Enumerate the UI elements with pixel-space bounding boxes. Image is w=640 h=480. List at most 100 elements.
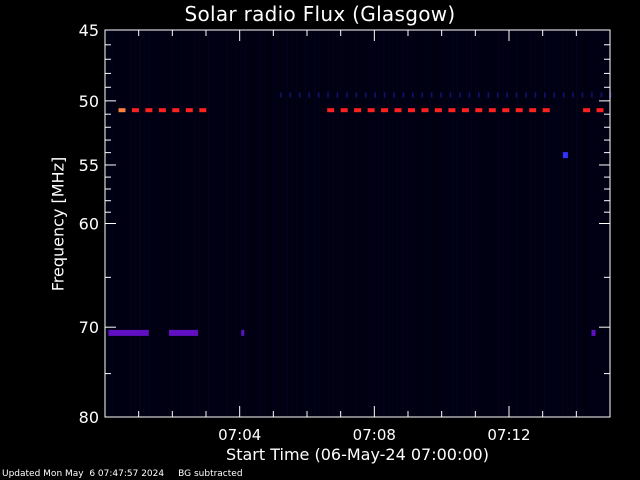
noise-column <box>585 31 587 416</box>
noise-column <box>134 31 137 416</box>
noise-column <box>452 31 454 416</box>
y-axis-ticks: 45 50 55 60 70 80 <box>79 21 610 427</box>
noise-column <box>139 31 141 416</box>
noise-column <box>226 31 229 416</box>
noise-column <box>415 31 417 416</box>
band-dash <box>529 108 537 113</box>
noise-column <box>318 31 321 416</box>
noise-column <box>295 31 298 416</box>
noise-column <box>438 31 440 416</box>
faint-band-mark <box>317 92 320 98</box>
y-tick-label: 80 <box>79 408 99 427</box>
noise-column <box>249 31 252 416</box>
noise-column <box>479 31 482 416</box>
spot-near-54mhz <box>562 152 568 159</box>
faint-band-mark <box>430 92 433 98</box>
faint-band-mark <box>600 92 603 98</box>
faint-band-mark <box>468 92 471 98</box>
noise-column <box>162 31 164 416</box>
band-dash <box>596 108 604 113</box>
band-dash <box>172 108 180 113</box>
faint-band-mark <box>308 92 310 98</box>
noise-column <box>327 31 330 416</box>
noise-column <box>171 31 173 416</box>
noise-column <box>212 31 215 416</box>
faint-band-mark <box>393 92 395 98</box>
faint-band-mark <box>487 92 490 98</box>
y-tick-label: 70 <box>79 318 99 337</box>
noise-column <box>493 31 495 416</box>
noise-column <box>396 31 399 416</box>
noise-column <box>401 31 403 416</box>
faint-band-mark <box>506 92 508 98</box>
faint-band-mark <box>572 92 574 98</box>
band-dash <box>199 108 207 113</box>
y-tick-label: 55 <box>79 156 99 175</box>
band-dash <box>542 108 550 113</box>
faint-band-mark <box>525 92 527 98</box>
noise-column <box>387 31 390 416</box>
noise-column <box>576 31 578 416</box>
noise-column <box>419 31 422 416</box>
noise-column <box>314 31 316 416</box>
noise-column <box>153 31 155 416</box>
noise-column <box>189 31 192 416</box>
noise-column <box>199 31 201 416</box>
noise-column <box>392 31 394 416</box>
chart-title: Solar radio Flux (Glasgow) <box>184 2 456 26</box>
faint-band-mark <box>610 92 612 98</box>
noise-column <box>350 31 353 416</box>
x-axis-label: Start Time (06-May-24 07:00:00) <box>226 445 489 464</box>
x-axis-ticks: 07:04 07:08 07:12 <box>138 30 577 444</box>
faint-band-mark <box>336 92 339 98</box>
noise-column <box>176 31 178 416</box>
noise-column <box>557 31 560 416</box>
faint-band-mark <box>496 92 499 98</box>
noise-column <box>433 31 436 416</box>
noise-column <box>235 31 238 416</box>
noise-column <box>291 31 293 416</box>
noise-column <box>373 31 376 416</box>
noise-column <box>378 31 380 416</box>
noise-column <box>465 31 468 416</box>
band-dash <box>515 108 523 113</box>
noise-column <box>130 31 132 416</box>
footer-status: Updated Mon May 6 07:47:57 2024 BG subtra… <box>2 469 243 479</box>
band-dash <box>367 108 375 113</box>
noise-column <box>341 31 344 416</box>
band-dash <box>354 108 362 113</box>
noise-column <box>116 31 118 416</box>
emission-bands <box>108 108 604 336</box>
faint-band-mark <box>421 92 424 98</box>
noise-column <box>263 31 265 416</box>
noise-column <box>456 31 459 416</box>
noise-column <box>277 31 279 416</box>
noise-column <box>304 31 307 416</box>
band-dash <box>583 108 591 113</box>
faint-band-mark <box>544 92 546 98</box>
faint-band-mark <box>581 92 584 98</box>
faint-band-mark <box>289 92 292 98</box>
band-spot <box>241 329 245 336</box>
noise-column <box>410 31 413 416</box>
noise-column <box>484 31 486 416</box>
band-70mhz-first <box>108 329 149 336</box>
band-segment <box>108 329 149 336</box>
noise-column <box>364 31 367 416</box>
noise-column <box>148 31 150 416</box>
noise-column <box>521 31 523 416</box>
faint-band-mark <box>364 92 367 98</box>
band-dash <box>475 108 483 113</box>
faint-band-mark <box>327 92 329 98</box>
noise-column <box>337 31 339 416</box>
noise-column <box>281 31 284 416</box>
band-dash <box>381 108 389 113</box>
y-tick-label: 50 <box>79 92 99 111</box>
noise-column <box>231 31 233 416</box>
band-dash <box>448 108 456 113</box>
band-dash <box>394 108 402 113</box>
noise-column <box>323 31 325 416</box>
band-dash <box>502 108 510 113</box>
noise-column <box>511 31 514 416</box>
